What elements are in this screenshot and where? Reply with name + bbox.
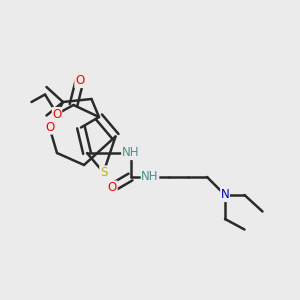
Text: S: S	[100, 166, 107, 179]
Text: O: O	[108, 181, 117, 194]
Text: NH: NH	[141, 170, 159, 184]
Text: O: O	[52, 107, 62, 121]
Text: O: O	[75, 74, 84, 88]
Text: N: N	[220, 188, 230, 202]
Text: O: O	[45, 121, 54, 134]
Text: NH: NH	[122, 146, 139, 160]
